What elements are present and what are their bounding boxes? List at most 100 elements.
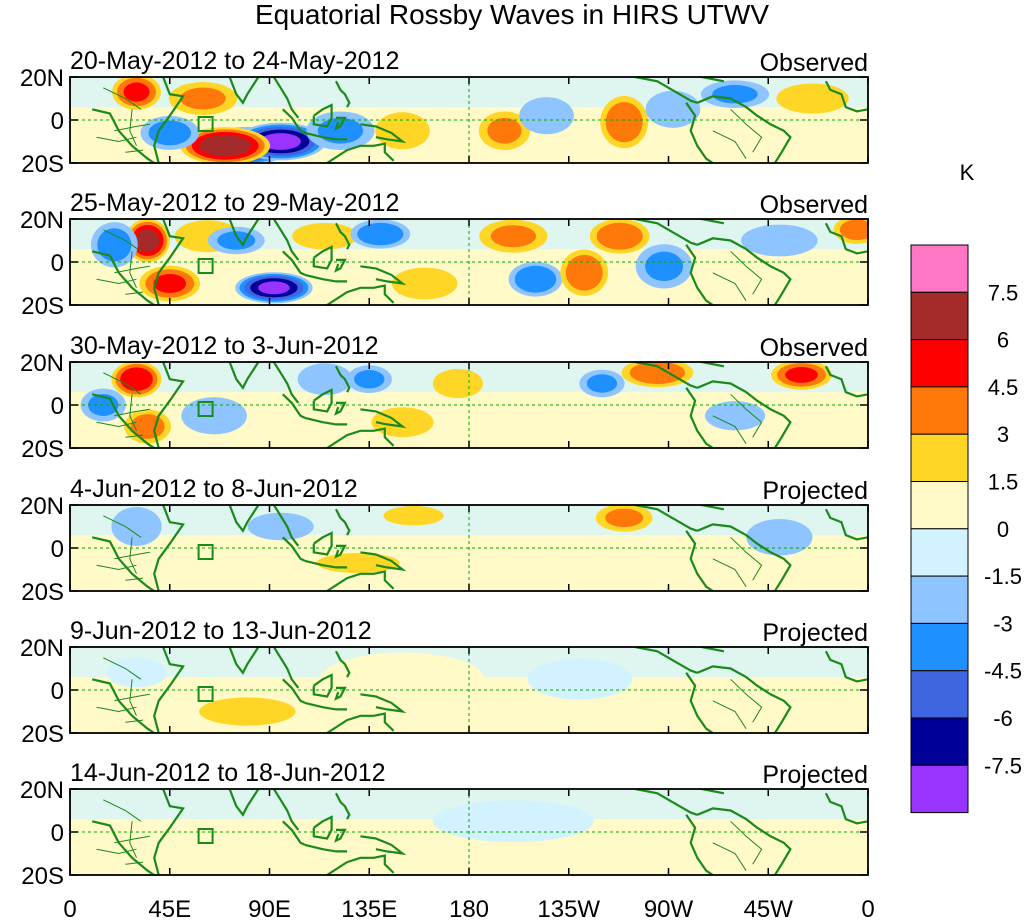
- coastline: [282, 820, 306, 846]
- coastline: [272, 77, 300, 119]
- panel-date-range: 20-May-2012 to 24-May-2012: [70, 47, 399, 75]
- panel-date-range: 30-May-2012 to 3-Jun-2012: [70, 332, 379, 360]
- panel-3: 20N 0 20S 30-May-2012 to 3-Jun-2012 Observed: [20, 332, 869, 463]
- colorbar-swatch: [910, 339, 969, 388]
- coastline: [360, 123, 407, 144]
- x-tick-label: 45E: [148, 896, 191, 922]
- country-border: [129, 821, 137, 859]
- country-border: [96, 278, 137, 285]
- x-tick-label: 0: [861, 896, 874, 922]
- colorbar-label: 7.5: [988, 280, 1019, 305]
- panel-status: Observed: [760, 334, 868, 362]
- coastline: [272, 219, 300, 261]
- x-tick-label: 135E: [341, 896, 397, 922]
- coastline: [312, 531, 333, 556]
- y-tick-label: 0: [51, 250, 64, 277]
- contour-blob: [130, 414, 165, 439]
- panels-group: 20N 0 20S 20-May-2012 to 24-May-2012 Observe…: [20, 47, 869, 890]
- coastline: [153, 219, 185, 305]
- region-box: [197, 828, 214, 844]
- y-tick-label: 20S: [21, 721, 64, 748]
- coastline: [282, 678, 306, 704]
- contour-blob: [354, 370, 385, 389]
- country-border: [712, 700, 747, 729]
- coastline: [685, 244, 714, 305]
- country-border: [712, 842, 747, 871]
- country-border: [129, 394, 137, 432]
- y-tick-label: 0: [51, 108, 64, 135]
- country-border: [129, 251, 137, 289]
- contour-blob: [519, 97, 574, 135]
- coastline: [91, 250, 155, 305]
- coastline: [272, 362, 300, 404]
- contour-blob: [746, 518, 813, 556]
- contour-blob: [383, 506, 444, 526]
- panel-status: Projected: [762, 761, 868, 789]
- panel-1: 20N 0 20S 20-May-2012 to 24-May-2012 Observe…: [20, 47, 869, 178]
- x-tick-label: 90W: [644, 896, 694, 922]
- coastline: [326, 427, 395, 448]
- contour-blob: [839, 219, 868, 241]
- contour-blob: [97, 228, 132, 262]
- contour-blob: [199, 697, 296, 726]
- coastline: [326, 284, 395, 305]
- coastline: [304, 843, 348, 853]
- coastline: [696, 219, 725, 225]
- coastline: [91, 393, 155, 448]
- colorbar-swatch: [910, 244, 969, 293]
- region-box: [197, 544, 214, 560]
- coastline: [228, 789, 260, 817]
- country-border: [730, 678, 763, 723]
- coastline: [312, 815, 333, 840]
- country-border: [114, 835, 150, 844]
- contour-blob: [596, 222, 643, 250]
- coastline: [335, 365, 351, 393]
- x-axis: 0 45E 90E 135E 180 135W 90W 45W 0: [63, 896, 874, 922]
- coastline: [304, 559, 348, 569]
- country-border: [96, 564, 137, 571]
- contour-blob: [371, 407, 434, 438]
- coastline: [824, 650, 868, 683]
- coastline: [228, 505, 260, 533]
- contour-blob: [645, 251, 684, 281]
- coastline: [326, 570, 395, 591]
- colorbar-swatch: [910, 622, 969, 672]
- country-border: [103, 87, 142, 110]
- colorbar-label: -7.5: [984, 753, 1022, 778]
- y-tick-label: 0: [51, 820, 64, 847]
- contour-blob: [586, 374, 618, 393]
- country-border: [712, 415, 747, 444]
- coastline: [335, 222, 351, 250]
- colorbar: K 7.5 6 4.5 3 1.5 0 -1.5 -3 -4.5 -6 -7.5: [910, 160, 1022, 814]
- region-box: [197, 258, 214, 274]
- coastline: [824, 508, 868, 541]
- region-box: [197, 686, 214, 702]
- coastline: [282, 250, 306, 276]
- coastline: [334, 828, 347, 843]
- coastline: [304, 131, 348, 141]
- coastline: [334, 116, 347, 131]
- country-border: [129, 109, 137, 147]
- coastline: [696, 237, 792, 305]
- coastline: [272, 789, 300, 831]
- coastline: [282, 536, 306, 562]
- coastline: [360, 835, 407, 856]
- colorbar-swatch: [910, 717, 969, 766]
- coastline: [228, 77, 260, 105]
- coastline: [326, 142, 395, 163]
- panel-date-range: 14-Jun-2012 to 18-Jun-2012: [70, 759, 386, 787]
- country-border: [730, 108, 763, 153]
- coastline: [91, 678, 155, 733]
- country-border: [125, 149, 144, 153]
- coastline: [635, 505, 698, 532]
- contour-blob: [217, 231, 256, 250]
- country-border: [103, 657, 142, 680]
- contour-blob: [247, 512, 314, 541]
- y-tick-label: 20N: [20, 350, 64, 377]
- country-border: [96, 848, 137, 855]
- coastline: [153, 77, 185, 163]
- coastline: [91, 820, 155, 875]
- contour-blob: [153, 274, 187, 293]
- country-border: [103, 372, 142, 395]
- country-border: [103, 799, 142, 822]
